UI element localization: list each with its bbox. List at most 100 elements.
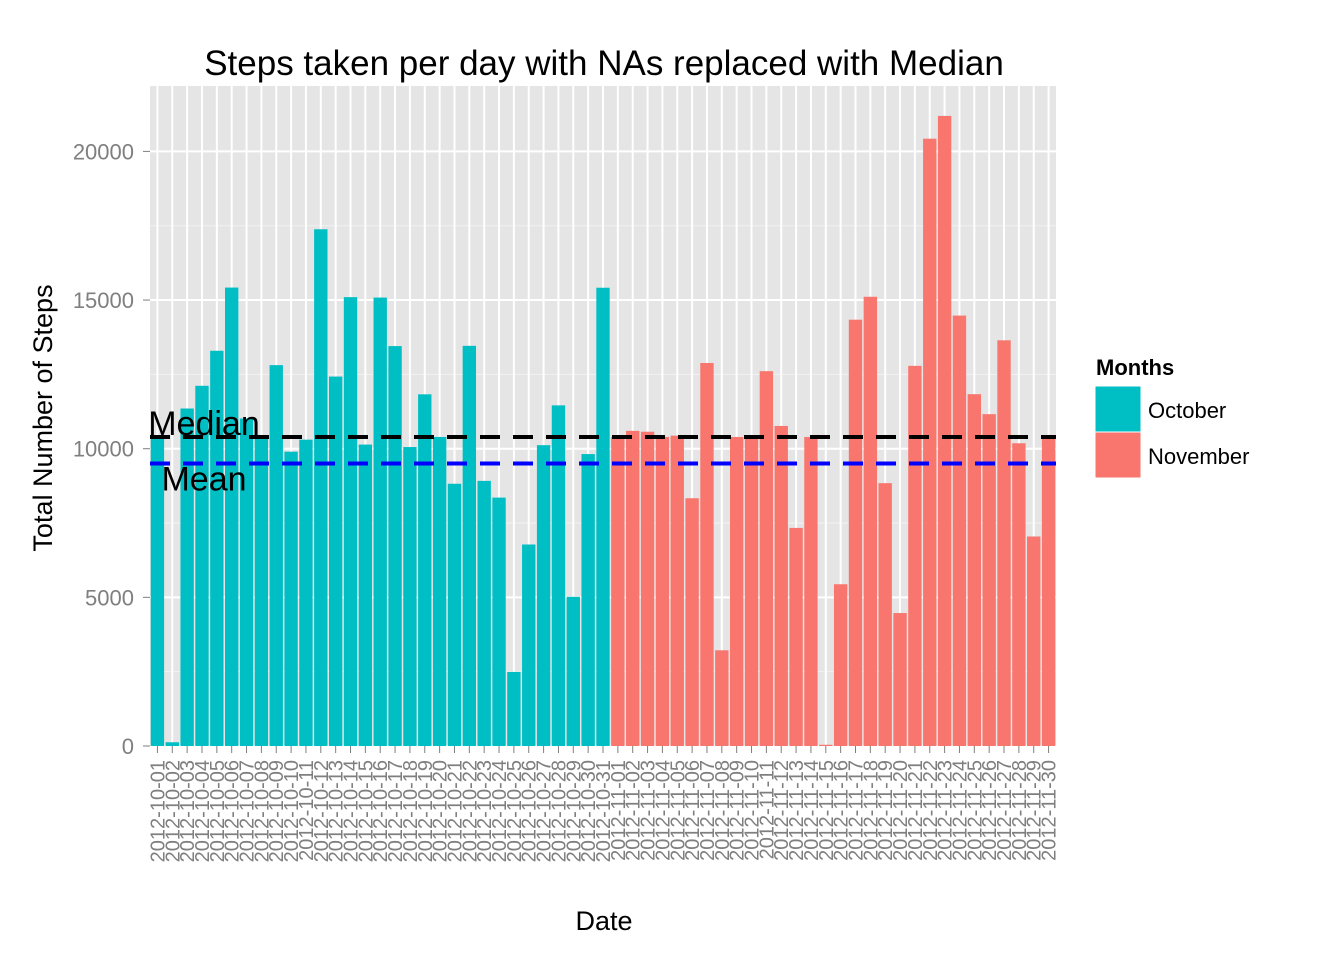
bar-2012-10-19 (418, 394, 432, 746)
bar-2012-10-08 (254, 436, 269, 746)
x-tick-label: 2012-11-12 (771, 760, 793, 861)
bar-2012-11-29 (1027, 536, 1041, 746)
x-tick-label: 2012-11-17 (845, 760, 867, 861)
bar-2012-11-24 (952, 315, 967, 746)
bar-2012-10-16 (373, 297, 387, 746)
x-tick-label: 2012-10-22 (459, 760, 481, 862)
bar-2012-10-20 (432, 436, 447, 746)
bar-2012-11-04 (655, 436, 670, 746)
x-tick-label: 2012-11-09 (727, 760, 749, 861)
x-tick-label: 2012-10-29 (563, 760, 585, 862)
x-tick-label: 2012-10-25 (504, 760, 526, 862)
bar-2012-11-15 (819, 744, 833, 746)
x-tick-label: 2012-11-01 (608, 760, 630, 861)
x-tick-label: 2012-10-27 (534, 760, 556, 862)
bar-2012-10-18 (403, 447, 417, 746)
x-tick-label: 2012-10-15 (355, 760, 377, 862)
bar-2012-10-23 (477, 480, 491, 746)
legend-label-october: October (1148, 398, 1226, 423)
legend: Months October November (1094, 355, 1249, 479)
x-tick-label: 2012-10-30 (578, 760, 600, 862)
x-tick-label: 2012-10-21 (444, 760, 466, 862)
x-tick-label: 2012-11-20 (890, 760, 912, 861)
bar-2012-10-03 (180, 408, 194, 746)
bar-2012-11-21 (908, 365, 922, 746)
x-tick-label: 2012-10-07 (237, 760, 259, 862)
bar-2012-11-25 (967, 394, 981, 746)
bar-2012-10-10 (284, 451, 298, 746)
y-tick-label: 15000 (73, 288, 134, 313)
x-tick-label: 2012-10-11 (296, 760, 318, 861)
x-tick-label: 2012-10-20 (430, 760, 452, 862)
bar-2012-11-30 (1041, 436, 1056, 746)
x-tick-label: 2012-10-13 (326, 760, 348, 862)
x-tick-label: 2012-11-21 (905, 760, 927, 861)
x-tick-label: 2012-11-10 (742, 760, 764, 861)
bar-2012-11-17 (848, 319, 863, 746)
bar-2012-11-11 (759, 371, 774, 746)
x-tick-label: 2012-10-12 (311, 760, 333, 862)
bar-2012-11-06 (685, 498, 699, 746)
bar-2012-11-05 (670, 435, 684, 746)
bar-2012-11-28 (1012, 443, 1026, 746)
x-tick-label: 2012-11-26 (979, 760, 1001, 861)
x-tick-label: 2012-11-23 (935, 760, 957, 861)
bar-2012-11-13 (789, 527, 803, 746)
x-tick-label: 2012-11-28 (1009, 760, 1031, 861)
bar-2012-11-02 (626, 430, 640, 746)
bar-2012-11-23 (937, 115, 952, 747)
bar-2012-11-22 (923, 138, 937, 746)
chart-title: Steps taken per day with NAs replaced wi… (204, 44, 1004, 83)
x-tick-label: 2012-11-27 (994, 760, 1016, 861)
bar-2012-11-26 (982, 414, 996, 746)
bar-2012-10-15 (358, 444, 373, 746)
x-tick-label: 2012-10-28 (548, 760, 570, 862)
x-tick-label: 2012-10-19 (415, 760, 437, 862)
x-tick-label: 2012-11-11 (756, 760, 778, 859)
bar-2012-11-03 (640, 431, 655, 746)
x-tick-label: 2012-11-25 (964, 760, 986, 861)
x-axis-title: Date (575, 906, 632, 936)
bars (150, 115, 1056, 747)
bar-2012-10-31 (596, 287, 610, 746)
x-tick-label: 2012-10-06 (222, 760, 244, 862)
x-tick-label: 2012-10-08 (251, 760, 273, 862)
bar-2012-10-07 (239, 418, 254, 746)
x-tick-label: 2012-10-16 (370, 760, 392, 862)
bar-2012-10-24 (492, 497, 506, 746)
x-tick-label: 2012-11-30 (1039, 760, 1061, 861)
x-tick-label: 2012-11-24 (949, 760, 971, 861)
bar-2012-11-10 (744, 436, 759, 746)
x-tick-label: 2012-11-07 (697, 760, 719, 861)
bar-2012-11-12 (774, 425, 788, 746)
bar-2012-10-26 (522, 544, 536, 746)
bar-2012-10-27 (536, 445, 551, 746)
x-tick-label: 2012-10-04 (192, 760, 214, 862)
x-tick-label: 2012-10-31 (593, 760, 615, 862)
bar-2012-10-14 (343, 297, 358, 746)
x-tick-label: 2012-10-18 (400, 760, 422, 862)
bar-2012-10-01 (150, 436, 165, 746)
legend-label-november: November (1148, 444, 1249, 469)
reference-lines: Median Mean (148, 405, 1056, 498)
x-tick-label: 2012-11-19 (875, 760, 897, 861)
bar-2012-10-11 (299, 439, 313, 746)
y-tick-label: 10000 (73, 437, 134, 462)
x-tick-label: 2012-10-09 (266, 760, 288, 862)
y-axis: 0 5000 10000 15000 20000 (73, 139, 150, 759)
x-tick-label: 2012-11-16 (831, 760, 853, 861)
bar-2012-11-20 (893, 613, 907, 746)
x-tick-label: 2012-10-05 (207, 760, 229, 862)
legend-swatch-november (1094, 431, 1142, 479)
bar-2012-10-02 (165, 742, 179, 746)
x-tick-label: 2012-11-08 (712, 760, 734, 861)
bar-2012-11-16 (833, 584, 848, 746)
bar-2012-10-22 (462, 345, 477, 746)
x-tick-label: 2012-11-15 (816, 760, 838, 861)
y-tick-label: 5000 (85, 585, 134, 610)
bar-2012-10-17 (388, 346, 402, 746)
x-tick-label: 2012-11-05 (667, 760, 689, 861)
mean-reference-label: Mean (161, 460, 246, 498)
bar-2012-10-06 (225, 287, 239, 746)
bar-2012-10-28 (551, 405, 566, 746)
